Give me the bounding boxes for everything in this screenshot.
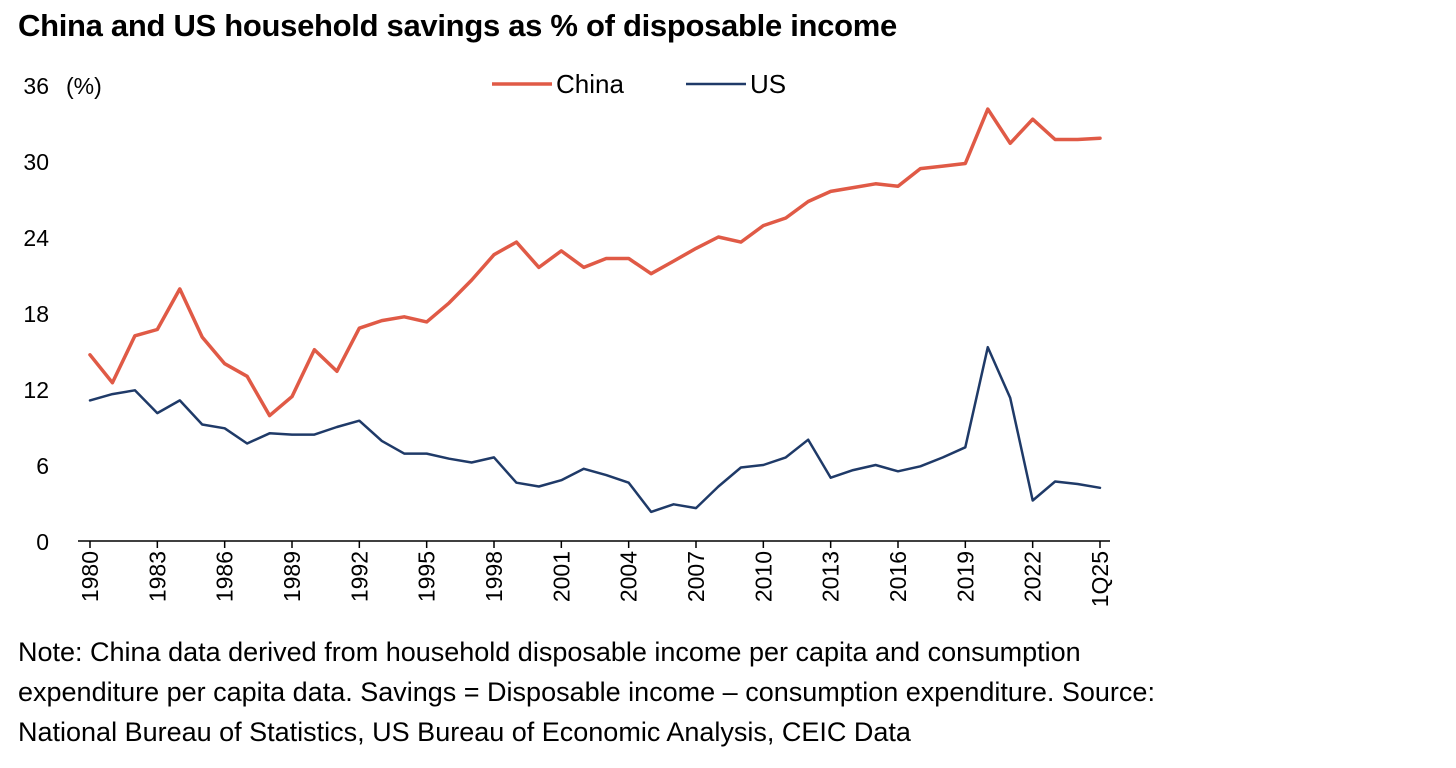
x-tick-label: 1986 bbox=[212, 551, 238, 602]
series-line-china bbox=[88, 107, 1102, 418]
y-tick-label: 18 bbox=[23, 301, 49, 327]
x-tick-label: 2022 bbox=[1020, 551, 1046, 602]
x-tick-label: 1980 bbox=[77, 551, 103, 602]
x-tick-label: 2013 bbox=[818, 551, 844, 602]
x-tick-label: 2001 bbox=[548, 551, 574, 602]
x-tick-label: 2019 bbox=[952, 551, 978, 602]
chart-title: China and US household savings as % of d… bbox=[18, 8, 897, 43]
x-tick-label: 2016 bbox=[885, 551, 911, 602]
series-layer bbox=[88, 107, 1102, 514]
y-tick-label: 12 bbox=[23, 377, 49, 403]
y-axis: 0 6 12 18 24 30 36 (%) bbox=[23, 73, 101, 555]
chart-note: Note: China data derived from household … bbox=[18, 632, 1443, 752]
y-tick-label: 0 bbox=[36, 529, 49, 555]
note-line: Note: China data derived from household … bbox=[18, 637, 1081, 667]
chart-legend: China US bbox=[492, 69, 786, 99]
y-tick-label: 36 bbox=[23, 73, 49, 99]
x-tick-label: 2004 bbox=[616, 551, 642, 602]
line-chart: 0 6 12 18 24 30 36 (%) 1980 1983 1986 1989 1992 1995… bbox=[23, 69, 1113, 607]
note-line: National Bureau of Statistics, US Bureau… bbox=[18, 717, 911, 747]
x-tick-label: 2010 bbox=[750, 551, 776, 602]
legend-label-us: US bbox=[750, 69, 786, 99]
x-tick-label: 1998 bbox=[481, 551, 507, 602]
note-line: expenditure per capita data. Savings = D… bbox=[18, 677, 1155, 707]
legend-label-china: China bbox=[556, 69, 624, 99]
y-tick-label: 30 bbox=[23, 149, 49, 175]
y-tick-label: 6 bbox=[36, 453, 49, 479]
x-tick-label: 1983 bbox=[144, 551, 170, 602]
x-tick-label: 1992 bbox=[346, 551, 372, 602]
y-axis-unit-label: (%) bbox=[66, 73, 102, 99]
x-tick-label: 1995 bbox=[414, 551, 440, 602]
x-tick-label: 1Q25 bbox=[1087, 551, 1113, 607]
x-axis: 1980 1983 1986 1989 1992 1995 1998 2001 2004 2007… bbox=[77, 540, 1113, 607]
series-line-us bbox=[88, 345, 1102, 514]
x-tick-label: 2007 bbox=[683, 551, 709, 602]
x-tick-label: 1989 bbox=[279, 551, 305, 602]
y-tick-label: 24 bbox=[23, 225, 49, 251]
